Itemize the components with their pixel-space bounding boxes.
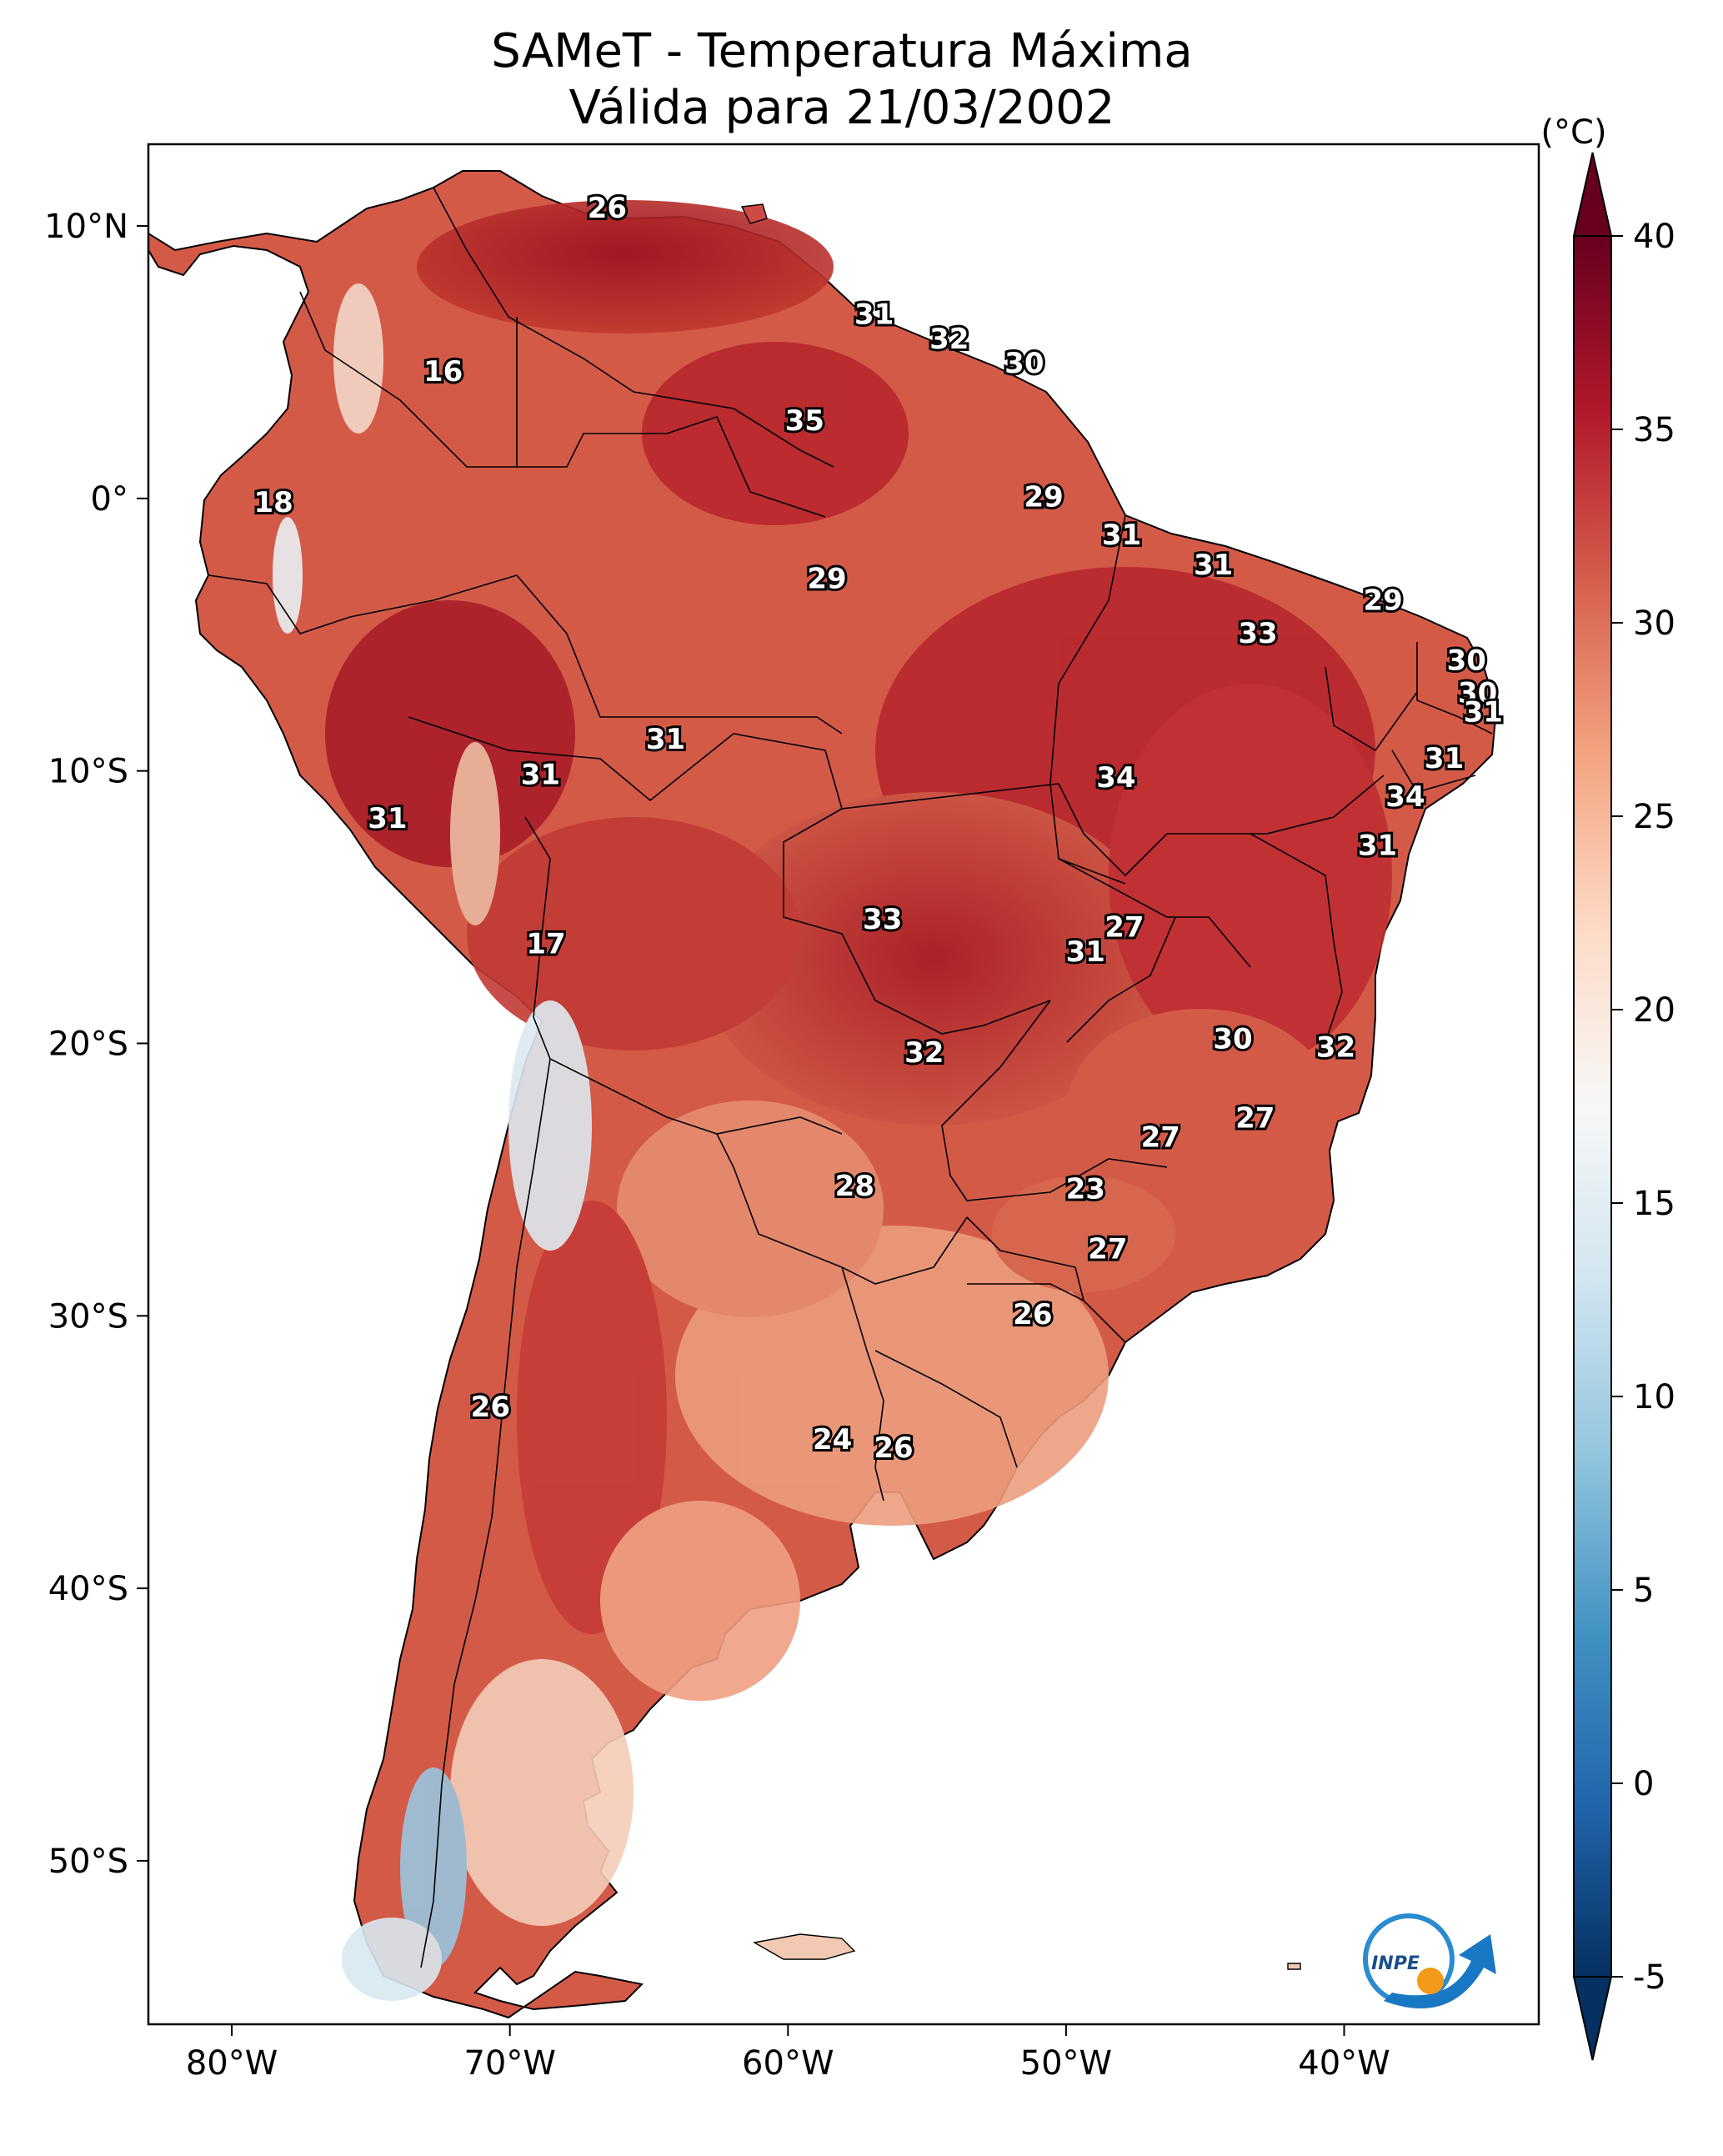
lon-tick-label: 50°W [1020,2044,1112,2083]
colorbar-tick-label: -5 [1633,1958,1666,1997]
temperature-label: 27 [1141,1121,1180,1154]
logo-sun-icon [1417,1968,1444,1994]
temperature-label: 18 [253,486,293,519]
temperature-label: 17 [526,927,565,960]
temperature-label: 29 [1364,584,1403,618]
temperature-label: 31 [368,802,407,835]
temperature-label: 23 [1066,1172,1105,1206]
temperature-label: 26 [874,1431,913,1465]
lon-tick-label: 60°W [742,2044,834,2083]
temperature-label: 31 [521,759,560,792]
temperature-label: 35 [785,404,824,438]
temperature-label: 26 [471,1391,510,1424]
title-line-1: SAMeT - Temperatura Máxima [491,24,1193,78]
temperature-label: 32 [904,1036,944,1070]
logo-text: INPE [1371,1953,1420,1974]
temperature-label: 31 [1066,935,1105,969]
map-frame [147,143,1540,2026]
colorbar-fill [1574,236,1611,1977]
temperature-field [273,200,1392,2001]
temperature-label: 33 [1238,617,1277,650]
colorbar-outline [1573,235,1612,1978]
temperature-label: 27 [1104,911,1144,945]
colorbar-ticks: -5 0 5 10 15 20 25 30 35 40 [1611,218,1675,1997]
inpe-logo: INPE [1363,1913,1496,2008]
colorbar-tick-label: 40 [1633,218,1675,256]
colorbar-tick-label: 20 [1633,991,1675,1030]
colorbar-tick-label: 10 [1633,1378,1675,1416]
lat-tick-label: 10°S [48,753,128,791]
lat-tick-label: 40°S [48,1570,128,1608]
country-borders [208,187,1493,1968]
temperature-label: 30 [1004,347,1044,380]
logo-arrow-icon [1384,1934,1496,2008]
lat-tick-label: 20°S [48,1025,128,1063]
lat-tick-label: 50°S [48,1843,128,1881]
lat-axis: 10°N 0° 10°S 20°S 30°S 40°S 50°S [44,208,148,1881]
temperature-label: 32 [1316,1031,1355,1065]
temperature-label: 31 [1358,830,1397,863]
temperature-label: 31 [854,298,894,331]
colorbar-tick-label: 0 [1633,1765,1654,1803]
temperature-label: 27 [1235,1101,1275,1135]
colorbar-unit-label: (°C) [1540,113,1606,152]
temperature-label: 16 [423,355,463,389]
colorbar-tick-label: 25 [1633,798,1675,836]
colorbar: -5 0 5 10 15 20 25 30 35 40 (°C) [1540,113,1675,2061]
temperature-label: 30 [1213,1023,1252,1056]
temperature-label: 29 [807,562,846,595]
temperature-label: 34 [1096,761,1135,795]
temperature-label: 31 [1102,519,1141,552]
lon-tick-label: 80°W [186,2044,278,2083]
map-panel: 2616183131323035293131292933303031313131… [148,144,1539,2024]
colorbar-tick-label: 30 [1633,604,1675,643]
temperature-label: 31 [1425,742,1464,775]
temperature-label: 32 [929,323,969,356]
temperature-label: 34 [1385,780,1425,814]
temperature-label: 29 [1024,480,1064,514]
lon-axis: 80°W 70°W 60°W 50°W 40°W [186,2024,1390,2083]
temperature-label: 28 [835,1170,874,1203]
temperature-label: 27 [1088,1232,1127,1266]
colorbar-extend-min [1572,1976,1613,2061]
lat-tick-label: 30°S [48,1297,128,1336]
lat-tick-label: 0° [91,480,128,519]
lon-tick-label: 70°W [463,2044,555,2083]
colorbar-tick-label: 15 [1633,1185,1675,1223]
colorbar-tick-label: 5 [1633,1572,1654,1610]
temperature-label: 26 [588,192,627,225]
temperature-label: 33 [863,903,902,936]
temperature-label: 31 [1194,549,1233,582]
title-line-2: Válida para 21/03/2002 [569,81,1115,135]
temperature-label: 31 [1464,696,1503,730]
colorbar-extend-max [1572,152,1613,237]
colorbar-tick-label: 35 [1633,411,1675,449]
temperature-labels: 2616183131323035293131292933303031313131… [251,189,1505,1467]
temperature-label: 30 [1447,644,1486,677]
lat-tick-label: 10°N [44,208,128,246]
temperature-label: 30 [1458,677,1497,710]
temperature-label: 24 [813,1423,852,1457]
islands [740,203,1301,1970]
temperature-label: 26 [1013,1298,1052,1331]
lon-tick-label: 40°W [1298,2044,1390,2083]
temperature-label: 31 [646,723,685,756]
